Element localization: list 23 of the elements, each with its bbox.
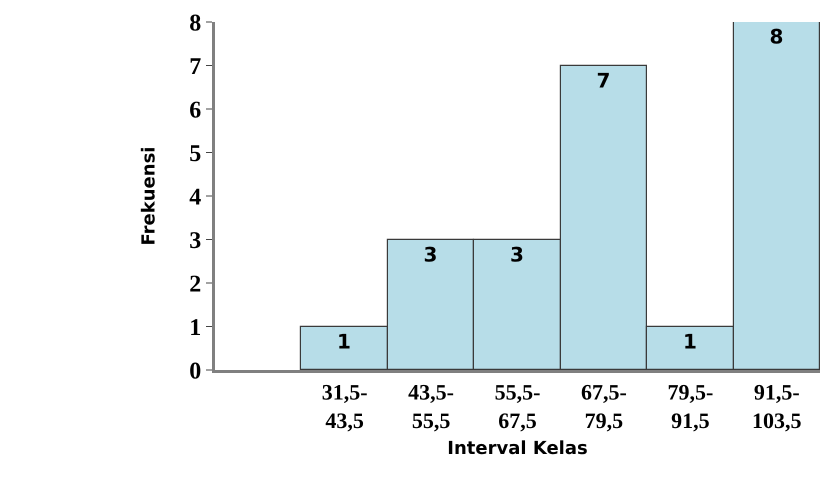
x-tick-label: 55,5- 67,5 (494, 379, 540, 433)
x-tick-label: 91,5- 103,5 (752, 379, 802, 433)
y-tick-label: 8 (189, 10, 202, 36)
y-tick-label: 3 (189, 228, 202, 254)
y-tick-label: 1 (189, 314, 202, 341)
y-tick-label: 4 (189, 184, 202, 210)
data-label: 8 (769, 24, 784, 48)
y-tick-label: 6 (189, 97, 202, 124)
data-label: 1 (336, 329, 351, 354)
x-tick-label: 31,5- 43,5 (322, 379, 368, 433)
data-label: 7 (596, 68, 610, 92)
y-tick-label: 2 (189, 271, 202, 298)
y-tick-label: 7 (189, 54, 202, 80)
x-tick-label: 79,5- 91,5 (667, 379, 714, 433)
data-label: 1 (682, 329, 697, 354)
x-tick-label: 67,5- 79,5 (581, 379, 627, 433)
y-tick-label: 0 (189, 358, 202, 384)
x-tick-label: 43,5- 55,5 (408, 379, 454, 433)
data-label: 3 (423, 242, 438, 266)
y-tick-label: 5 (189, 140, 202, 167)
x-axis-title: Interval Kelas (447, 438, 588, 460)
data-label: 3 (510, 242, 524, 266)
y-axis-title: Frekuensi (138, 146, 160, 246)
